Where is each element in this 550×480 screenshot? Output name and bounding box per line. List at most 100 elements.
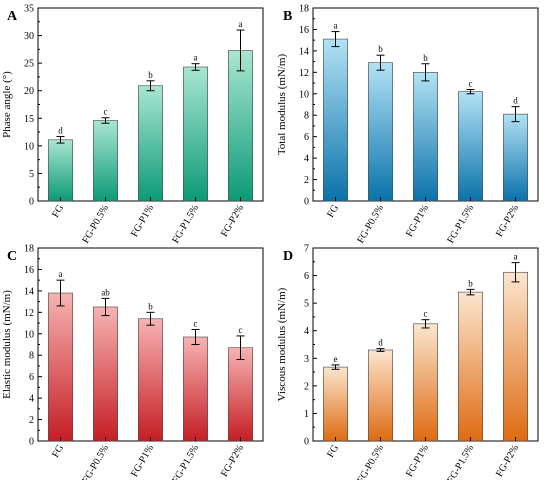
significance-label: a <box>239 19 243 29</box>
y-tick-label: 2 <box>29 415 34 426</box>
significance-label: e <box>334 354 338 364</box>
y-tick-label: 2 <box>304 175 309 186</box>
x-tick-label: FG-P0.5% <box>355 203 386 245</box>
panel-d: D 0 1 2 3 4 5 6 7 Viscous modulus (mN/m) e FG d FG-P0… <box>276 244 539 480</box>
bar <box>183 66 208 202</box>
y-tick-label: 18 <box>24 244 34 255</box>
y-tick-label: 10 <box>299 89 309 100</box>
y-axis-title: Elastic modulus (mN/m) <box>1 290 13 399</box>
y-tick-label: 6 <box>304 132 309 143</box>
x-tick-label: FG-P1% <box>404 203 431 239</box>
y-axis-title: Phase angle (°) <box>1 71 13 138</box>
bar <box>48 139 73 202</box>
y-tick-label: 1 <box>304 409 309 420</box>
significance-label: d <box>513 96 518 106</box>
y-tick-label: 0 <box>304 197 309 208</box>
bar <box>323 366 348 442</box>
y-tick-label: 0 <box>29 197 34 208</box>
panel-letter: A <box>7 9 18 24</box>
significance-label: d <box>378 338 383 348</box>
panel-a: A 0 5 10 15 20 25 30 35 Phase angle (°) d FG c FG-P0.… <box>1 4 264 245</box>
x-tick-label: FG <box>50 203 66 220</box>
y-axis-title: Viscous modulus (mN/m) <box>276 287 288 401</box>
x-tick-label: FG-P1.5% <box>170 203 201 245</box>
y-tick-label: 4 <box>29 394 34 405</box>
significance-label: b <box>148 70 153 80</box>
y-tick-label: 8 <box>304 111 309 122</box>
panel-letter: C <box>7 249 17 264</box>
y-tick-label: 0 <box>29 437 34 448</box>
x-tick-label: FG-P1% <box>129 443 156 479</box>
x-tick-label: FG-P1% <box>404 443 431 479</box>
bar <box>503 113 528 202</box>
bar <box>323 38 348 202</box>
x-tick-label: FG-P1% <box>129 203 156 239</box>
significance-label: b <box>148 301 153 311</box>
y-tick-label: 4 <box>304 326 309 337</box>
significance-label: a <box>514 252 518 262</box>
bar <box>228 347 253 442</box>
x-tick-label: FG <box>325 203 341 220</box>
y-tick-label: 35 <box>24 4 34 15</box>
panel-b: B 0 2 4 6 8 10 12 14 16 18 Total modulus (mN/m) a FG b… <box>276 4 539 245</box>
significance-label: c <box>104 107 108 117</box>
x-tick-label: FG-P0.5% <box>80 443 111 480</box>
y-tick-label: 14 <box>299 46 309 57</box>
x-tick-label: FG-P1.5% <box>445 203 476 245</box>
bar <box>503 271 528 442</box>
y-tick-label: 20 <box>24 86 34 97</box>
y-tick-label: 5 <box>29 169 34 180</box>
y-tick-label: 0 <box>304 437 309 448</box>
significance-label: c <box>194 318 198 328</box>
bar <box>228 50 253 202</box>
significance-label: b <box>423 53 428 63</box>
panel-letter: D <box>283 249 293 264</box>
significance-label: b <box>378 44 383 54</box>
x-tick-label: FG-P2% <box>494 443 521 479</box>
x-tick-label: FG-P0.5% <box>355 443 386 480</box>
y-axis-title: Total modulus (mN/m) <box>276 54 288 156</box>
y-tick-label: 18 <box>299 4 309 15</box>
x-tick-label: FG-P2% <box>219 203 246 239</box>
y-tick-label: 2 <box>304 381 309 392</box>
y-tick-label: 6 <box>29 372 34 383</box>
y-tick-label: 16 <box>299 25 309 36</box>
y-tick-label: 4 <box>304 154 309 165</box>
x-tick-label: FG <box>50 443 66 460</box>
y-tick-label: 8 <box>29 351 34 362</box>
bar <box>368 62 393 202</box>
bar <box>138 318 163 442</box>
y-tick-label: 10 <box>24 329 34 340</box>
bar <box>183 336 208 442</box>
y-tick-label: 25 <box>24 59 34 70</box>
y-tick-label: 30 <box>24 31 34 42</box>
y-tick-label: 5 <box>304 299 309 310</box>
x-tick-label: FG-P1.5% <box>445 443 476 480</box>
significance-label: ab <box>101 287 110 297</box>
y-tick-label: 6 <box>304 271 309 282</box>
bar <box>458 291 483 442</box>
significance-label: c <box>469 78 473 88</box>
bar <box>458 91 483 202</box>
y-tick-label: 3 <box>304 354 309 365</box>
bar <box>413 72 438 202</box>
y-tick-label: 12 <box>299 68 309 79</box>
y-tick-label: 10 <box>24 141 34 152</box>
x-tick-label: FG <box>325 443 341 460</box>
significance-label: a <box>194 53 198 63</box>
y-tick-label: 15 <box>24 114 34 125</box>
significance-label: d <box>58 125 63 135</box>
bar <box>93 120 118 202</box>
significance-label: b <box>468 278 473 288</box>
bar <box>138 85 163 202</box>
y-tick-label: 16 <box>24 265 34 276</box>
bar <box>368 349 393 442</box>
x-tick-label: FG-P1.5% <box>170 443 201 480</box>
y-tick-label: 12 <box>24 308 34 319</box>
x-tick-label: FG-P2% <box>219 443 246 479</box>
y-tick-label: 14 <box>24 286 34 297</box>
panel-letter: B <box>283 9 292 24</box>
significance-label: a <box>334 21 338 31</box>
significance-label: c <box>424 309 428 319</box>
